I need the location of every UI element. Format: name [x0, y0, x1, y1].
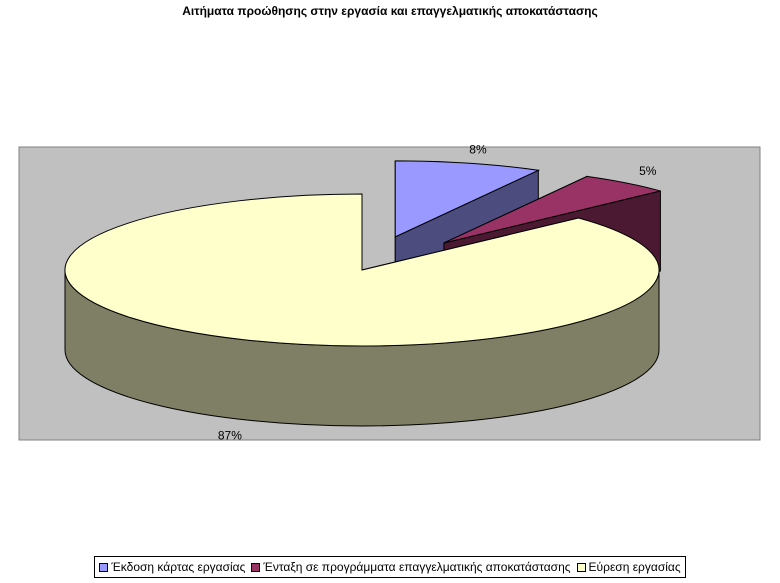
legend: Έκδοση κάρτας εργασίας Ένταξη σε προγράμμ… — [0, 556, 780, 578]
legend-swatch — [576, 562, 586, 572]
legend-label: Έκδοση κάρτας εργασίας — [111, 560, 246, 574]
data-label: 87% — [218, 428, 242, 442]
legend-box: Έκδοση κάρτας εργασίας Ένταξη σε προγράμμ… — [94, 556, 686, 578]
legend-label: Ένταξη σε προγράμματα επαγγελματικής απο… — [263, 560, 571, 574]
legend-item: Εύρεση εργασίας — [576, 560, 681, 574]
chart-title: Αιτήματα προώθησης στην εργασία και επαγ… — [182, 4, 597, 18]
legend-item: Έκδοση κάρτας εργασίας — [99, 560, 245, 574]
slice — [443, 175, 661, 244]
legend-item: Ένταξη σε προγράμματα επαγγελματικής απο… — [251, 560, 571, 574]
legend-swatch — [251, 562, 261, 572]
legend-label: Εύρεση εργασίας — [588, 560, 681, 574]
data-label: 5% — [639, 164, 657, 178]
data-label: 8% — [469, 143, 487, 157]
legend-swatch — [99, 562, 109, 572]
slice — [394, 160, 541, 238]
slice — [64, 193, 660, 347]
